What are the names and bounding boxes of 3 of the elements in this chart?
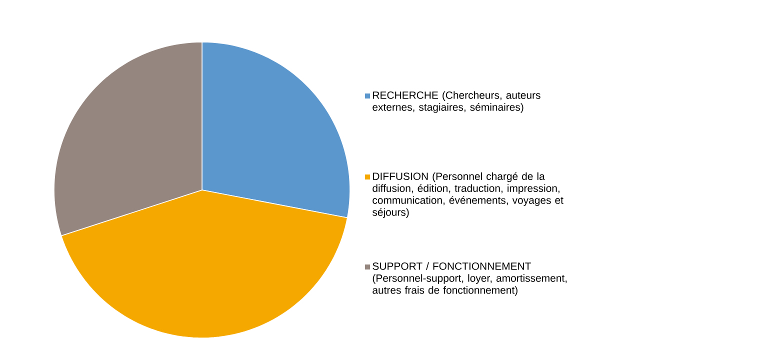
legend-label: DIFFUSION (Personnel chargé de la diffusion, édition, traduction, impression, communication, événements, voyages et séjours) bbox=[372, 172, 564, 218]
legend-label: RECHERCHE (Chercheurs, auteurs externes, stagiaires, séminaires) bbox=[372, 91, 540, 113]
legend-label: SUPPORT / FONCTIONNEMENT (Personnel-support, loyer, amortissement, autres frais de fonctionnement) bbox=[372, 262, 567, 296]
